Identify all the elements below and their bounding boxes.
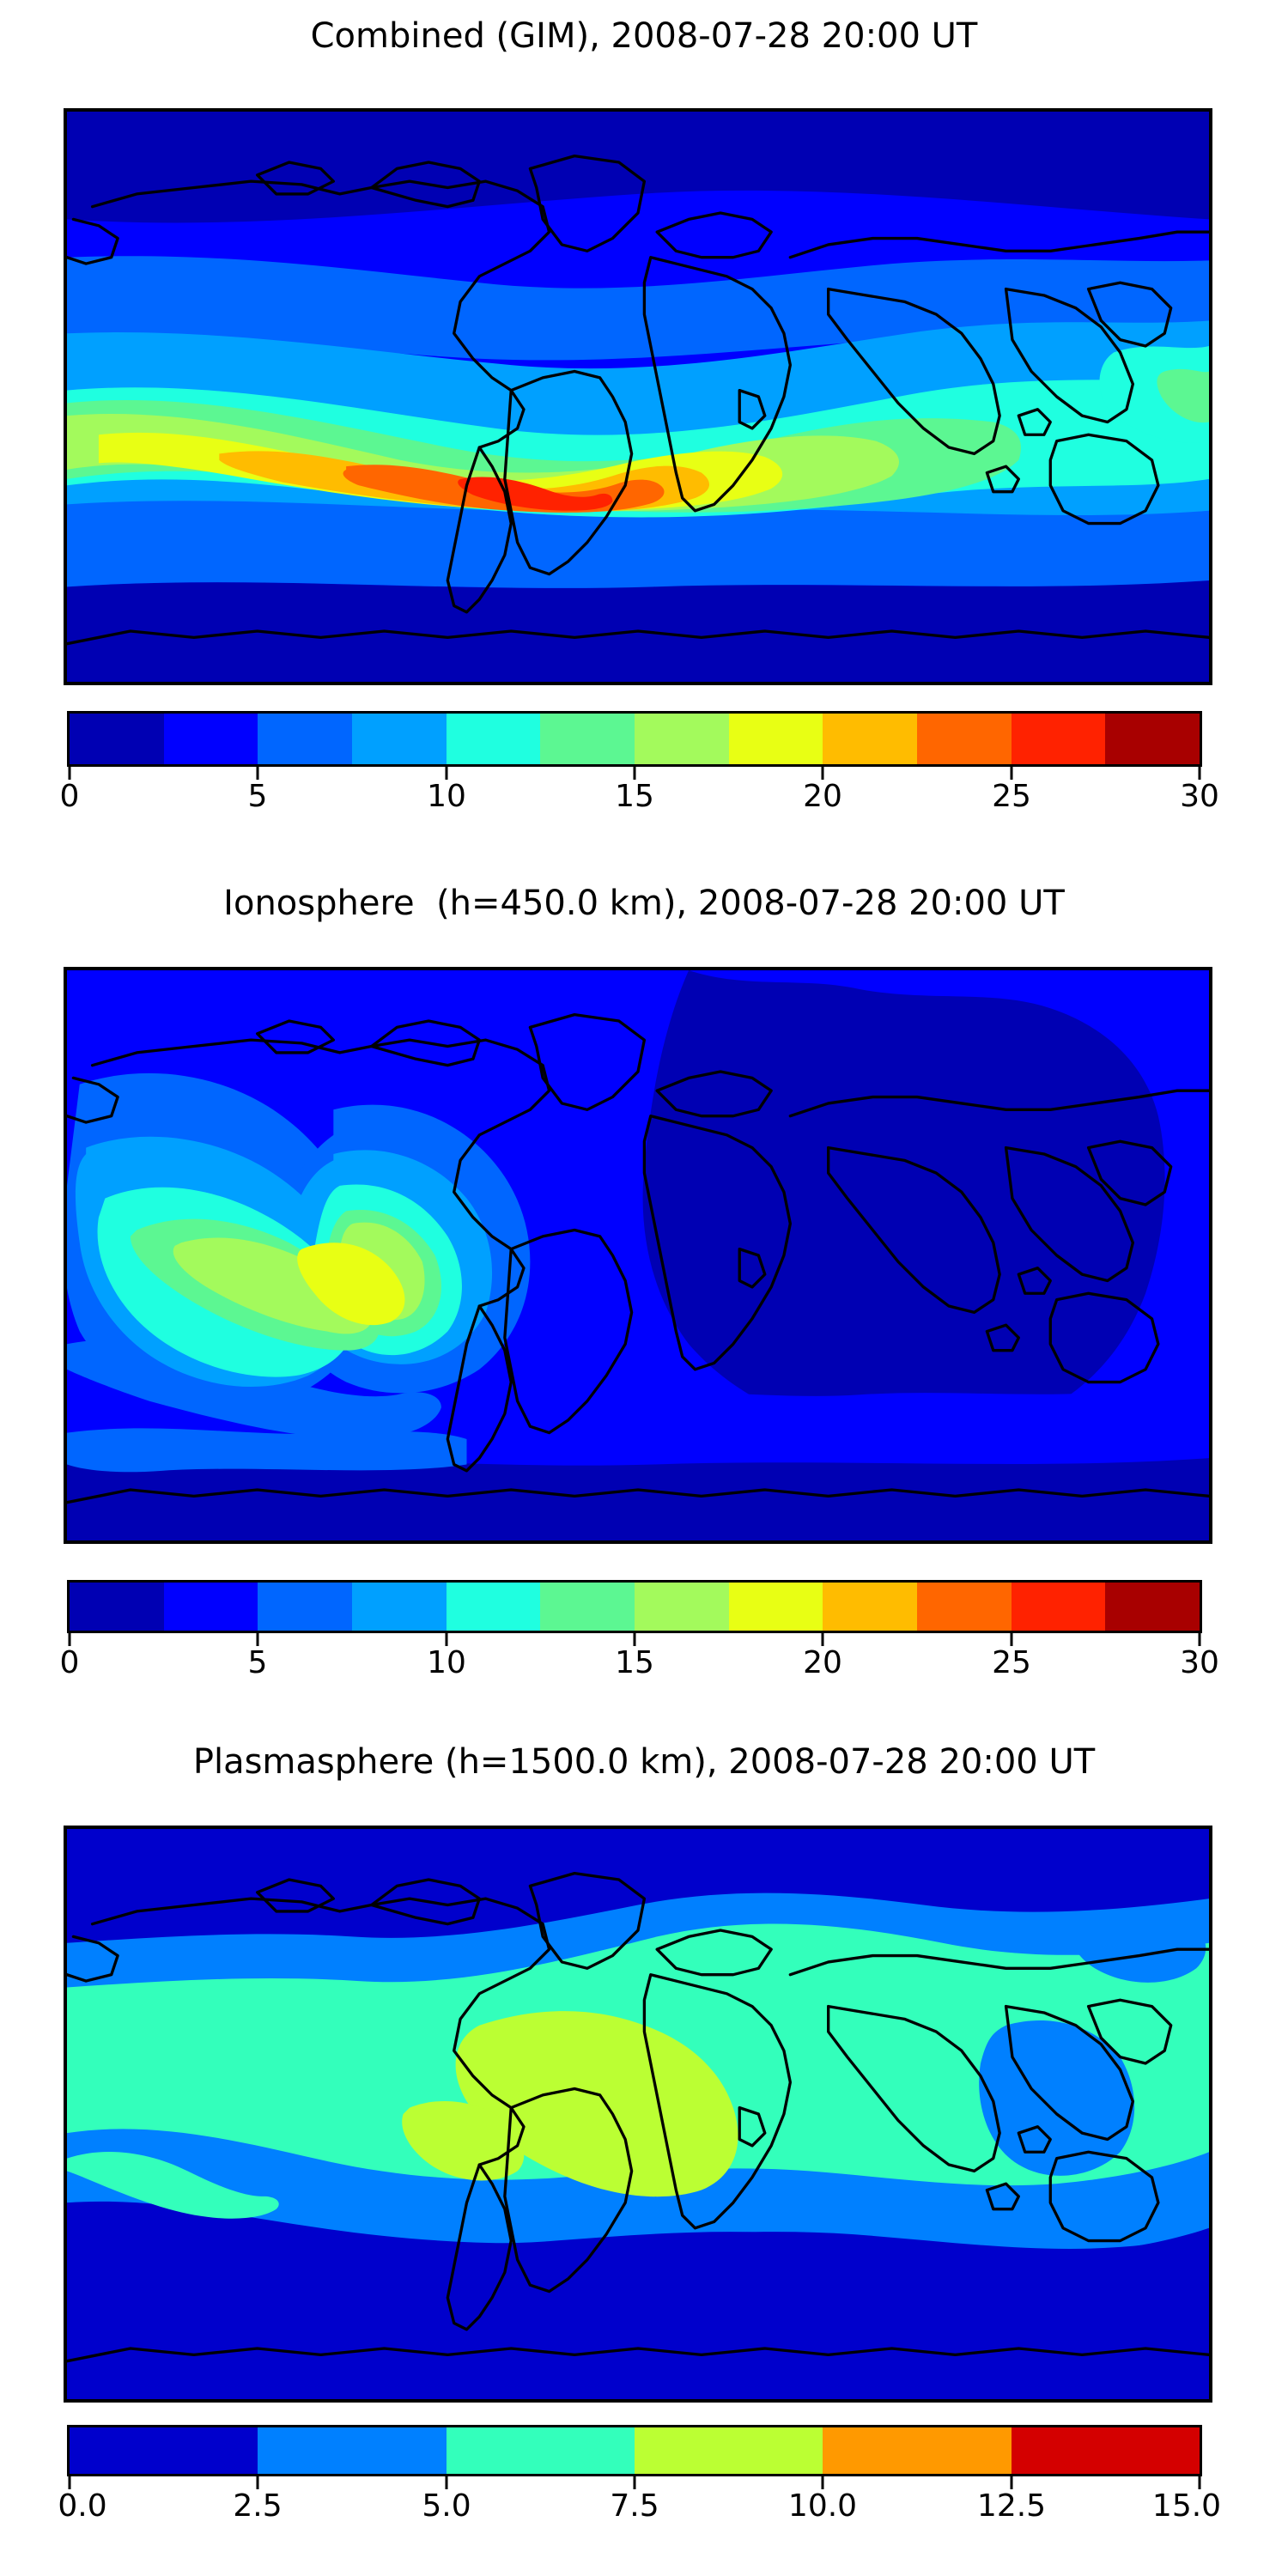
colorbar-tick [633, 767, 636, 780]
colorbar-band [1011, 714, 1106, 764]
colorbar-band [634, 2427, 823, 2474]
colorbar-band [258, 2427, 447, 2474]
colorbar-tick [445, 2476, 448, 2489]
panel-ionosphere: Ionosphere (h=450.0 km), 2008-07-28 20:0… [0, 859, 1288, 1717]
colorbar-tick-label: 2.5 [233, 2488, 283, 2524]
colorbar-tick-label: 5 [247, 779, 268, 814]
colorbar-tick-label: 25 [992, 779, 1031, 814]
colorbar-band [635, 714, 729, 764]
colorbar-tick-label: 10 [427, 779, 466, 814]
colorbar-band [635, 1583, 729, 1631]
colorbar-band [823, 2427, 1012, 2474]
colorbar-tick-label: 0 [59, 1645, 80, 1680]
colorbar-tick-label: 0.0 [58, 2488, 107, 2524]
panel-title-combined-gim: Combined (GIM), 2008-07-28 20:00 UT [310, 16, 978, 56]
colorbar-tick [821, 767, 824, 780]
colorbar-band [446, 714, 541, 764]
colorbar-tick [1010, 767, 1013, 780]
colorbar-band [540, 1583, 635, 1631]
colorbar-tick-label: 25 [992, 1645, 1031, 1680]
colorbar-tick [68, 767, 71, 780]
colorbar-band [258, 1583, 353, 1631]
colorbar-band [163, 1583, 258, 1631]
colorbar-band [352, 1583, 447, 1631]
colorbar-band [70, 1583, 164, 1631]
colorbar-tick [1010, 1633, 1013, 1646]
colorbar-ticks-plasmasphere: 0.0 2.5 5.0 7.5 10.0 12.5 15.0 [58, 2476, 1221, 2528]
colorbar-plasmasphere: 0.0 2.5 5.0 7.5 10.0 12.5 15.0 [58, 2425, 1221, 2537]
colorbar-tick [68, 1633, 71, 1646]
colorbar-tick-label: 30 [1180, 1645, 1219, 1680]
colorbar-band [70, 2427, 258, 2474]
colorbar-tick [633, 2476, 636, 2489]
colorbar-gradient-ionosphere [67, 1580, 1202, 1633]
colorbar-tick [256, 1633, 259, 1646]
panel-combined-gim: Combined (GIM), 2008-07-28 20:00 UT [0, 0, 1288, 859]
colorbar-band [1011, 2427, 1200, 2474]
colorbar-band [917, 714, 1012, 764]
colorbar-tick-label: 10 [427, 1645, 466, 1680]
map-canvas-plasmasphere [67, 1829, 1209, 2399]
colorbar-tick-label: 30 [1180, 779, 1219, 814]
colorbar-band [728, 1583, 823, 1631]
colorbar-band [1105, 714, 1200, 764]
colorbar-tick-label: 15 [615, 779, 654, 814]
colorbar-tick-label: 20 [803, 1645, 842, 1680]
colorbar-band [1105, 1583, 1200, 1631]
colorbar-gradient-combined-gim [67, 711, 1202, 767]
colorbar-band [258, 714, 353, 764]
colorbar-band [823, 714, 918, 764]
colorbar-tick-label: 7.5 [610, 2488, 659, 2524]
colorbar-ticks-ionosphere: 0 5 10 15 20 25 30 [60, 1633, 1219, 1685]
colorbar-tick [445, 1633, 448, 1646]
colorbar-tick [68, 2476, 71, 2489]
colorbar-tick [1010, 2476, 1013, 2489]
panel-plasmasphere: Plasmasphere (h=1500.0 km), 2008-07-28 2… [0, 1717, 1288, 2576]
map-combined-gim [64, 108, 1212, 685]
colorbar-tick-label: 5 [247, 1645, 268, 1680]
colorbar-tick [821, 1633, 824, 1646]
colorbar-tick-label: 0 [59, 779, 80, 814]
map-canvas-ionosphere [67, 970, 1209, 1540]
colorbar-tick-label: 5.0 [422, 2488, 471, 2524]
panel-title-ionosphere: Ionosphere (h=450.0 km), 2008-07-28 20:0… [223, 884, 1065, 923]
colorbar-tick [1198, 2476, 1201, 2489]
colorbar-ionosphere: 0 5 10 15 20 25 30 [60, 1580, 1219, 1692]
colorbar-tick [445, 767, 448, 780]
colorbar-tick [256, 767, 259, 780]
colorbar-band [446, 1583, 541, 1631]
colorbar-band [446, 2427, 635, 2474]
panel-title-plasmasphere: Plasmasphere (h=1500.0 km), 2008-07-28 2… [192, 1742, 1096, 1782]
colorbar-ticks-combined-gim: 0 5 10 15 20 25 30 [60, 767, 1219, 818]
colorbar-tick [821, 2476, 824, 2489]
map-canvas-combined-gim [67, 112, 1209, 682]
colorbar-tick-label: 15 [615, 1645, 654, 1680]
colorbar-combined-gim: 0 5 10 15 20 25 30 [60, 711, 1219, 823]
colorbar-tick [1198, 767, 1201, 780]
colorbar-band [163, 714, 258, 764]
colorbar-band [352, 714, 447, 764]
colorbar-tick [1198, 1633, 1201, 1646]
colorbar-tick-label: 10.0 [787, 2488, 858, 2524]
colorbar-tick-label: 20 [803, 779, 842, 814]
map-ionosphere [64, 967, 1212, 1544]
colorbar-band [1011, 1583, 1106, 1631]
colorbar-tick [256, 2476, 259, 2489]
colorbar-gradient-plasmasphere [67, 2425, 1202, 2476]
map-plasmasphere [64, 1826, 1212, 2403]
colorbar-band [540, 714, 635, 764]
colorbar-tick-label: 15.0 [1151, 2488, 1222, 2524]
colorbar-tick-label: 12.5 [976, 2488, 1047, 2524]
colorbar-band [728, 714, 823, 764]
colorbar-tick [633, 1633, 636, 1646]
colorbar-band [823, 1583, 918, 1631]
colorbar-band [70, 714, 164, 764]
colorbar-band [917, 1583, 1012, 1631]
